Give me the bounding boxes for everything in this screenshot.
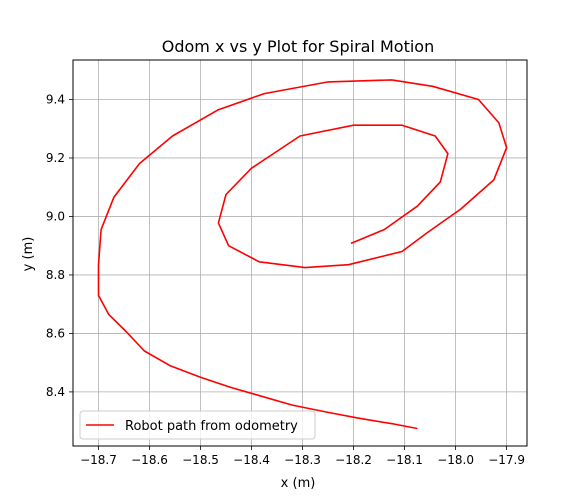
x-axis-ticks: −18.7 −18.6 −18.5 −18.4 −18.3 −18.2 −18.1 −18.0… — [80, 446, 525, 467]
series-line-robot-path — [97, 79, 508, 430]
x-tick-label: −18.2 — [335, 453, 372, 467]
x-tick-label: −18.0 — [437, 453, 474, 467]
x-tick-label: −18.1 — [386, 453, 423, 467]
legend: Robot path from odometry — [79, 410, 316, 440]
y-tick-label: 9.2 — [46, 151, 65, 165]
x-tick-label: −18.3 — [284, 453, 321, 467]
x-tick-label: −18.4 — [233, 453, 270, 467]
legend-entry-label: Robot path from odometry — [125, 419, 298, 434]
y-axis-ticks: 8.4 8.6 8.8 9.0 9.2 9.4 — [46, 92, 73, 399]
x-tick-label: −18.5 — [182, 453, 219, 467]
x-tick-label: −18.6 — [131, 453, 168, 467]
y-tick-label: 9.0 — [46, 209, 65, 223]
y-tick-label: 9.4 — [46, 92, 65, 106]
y-tick-label: 8.6 — [46, 326, 65, 340]
x-tick-label: −18.7 — [80, 453, 117, 467]
x-axis-label: x (m) — [281, 476, 316, 491]
y-axis-label: y (m) — [21, 237, 36, 272]
y-tick-label: 8.8 — [46, 268, 65, 282]
series-layer — [97, 79, 508, 430]
plot-frame — [72, 59, 528, 447]
grid — [73, 60, 527, 446]
legend-box — [79, 410, 316, 440]
x-tick-label: −17.9 — [488, 453, 525, 467]
chart-title: Odom x vs y Plot for Spiral Motion — [162, 37, 434, 56]
y-tick-label: 8.4 — [46, 385, 65, 399]
